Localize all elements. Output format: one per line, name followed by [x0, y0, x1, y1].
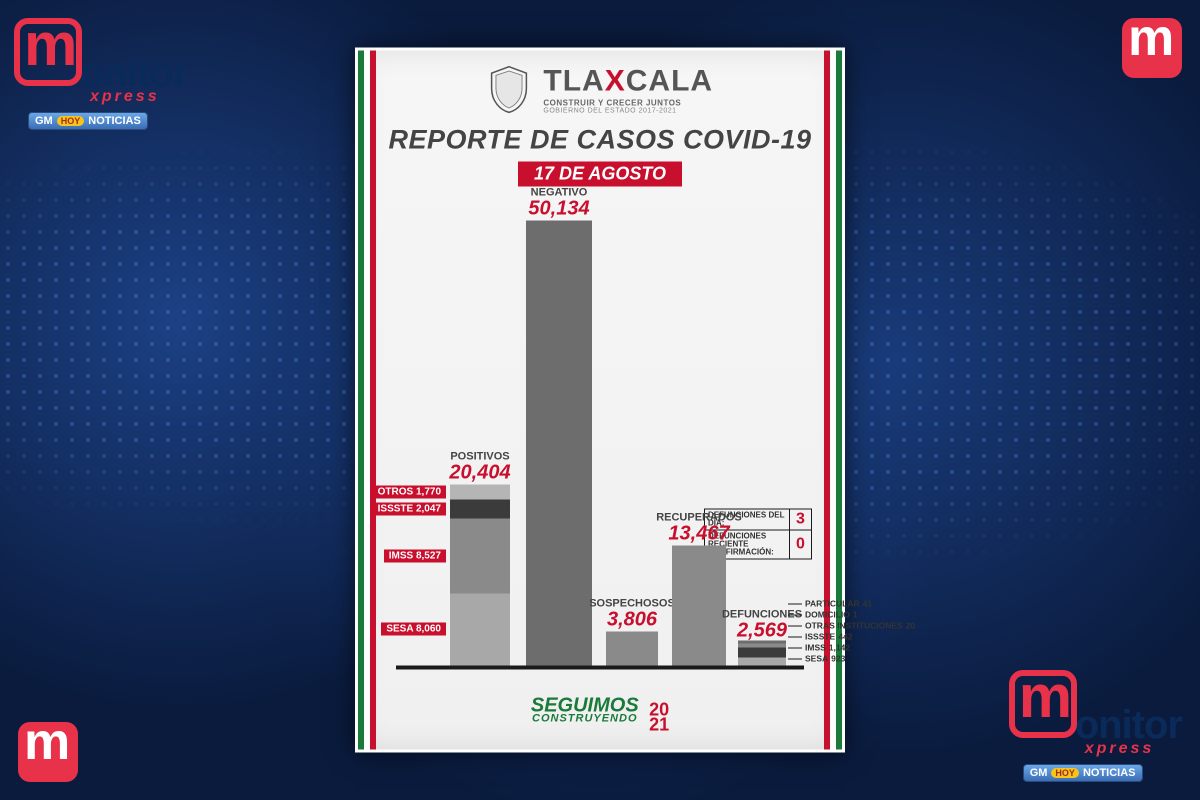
state-name: TLAXCALA	[543, 65, 713, 99]
brand-m-icon	[14, 18, 82, 86]
breakdown-value: 41	[863, 599, 872, 609]
brand-logo-bottom-right: onitor xpress GM HOY NOTICIAS	[1013, 670, 1182, 782]
brand-logo-top-right	[1122, 18, 1182, 78]
footer-year-bot: 21	[649, 717, 669, 731]
brand-logo-top-left: onitor xpress GM HOY NOTICIAS	[18, 18, 187, 130]
breakdown-label: OTRAS INSTITUCIONES	[805, 621, 903, 631]
defunciones-breakdown-row: PARTICULAR 41	[788, 599, 915, 609]
breakdown-label: IMSS	[805, 643, 826, 653]
hoy-text: HOY	[57, 116, 85, 126]
card-footer: SEGUIMOS CONSTRUYENDO 20 21	[358, 696, 842, 731]
report-card: TLAXCALA CONSTRUIR Y CRECER JUNTOS GOBIE…	[355, 48, 845, 753]
chart-x-axis	[396, 666, 804, 670]
bar-value-sospechosos: 3,806	[582, 609, 682, 632]
footer-year: 20 21	[649, 703, 669, 732]
bar-defunciones	[738, 643, 786, 666]
brand-subtitle: xpress	[90, 88, 160, 106]
brand-m-icon	[1122, 18, 1182, 78]
segment-label-otros: OTROS 1,770	[373, 485, 446, 498]
leader-tick	[788, 647, 802, 648]
breakdown-value: 1	[853, 610, 858, 620]
state-tagline-1: CONSTRUIR Y CRECER JUNTOS	[543, 99, 713, 108]
bar-segment-otros: OTROS 1,770	[450, 484, 510, 500]
noticias-text: NOTICIAS	[1083, 767, 1136, 779]
state-brand: TLAXCALA CONSTRUIR Y CRECER JUNTOS GOBIE…	[543, 65, 713, 115]
defunciones-breakdown-row: DOMICILIO 1	[788, 610, 915, 620]
bar-recuperados	[672, 546, 726, 666]
covid-bar-chart: DEFUNCIONES DEL DÍA: 3 DEFUNCIONES RECIE…	[396, 209, 804, 670]
coat-of-arms-icon	[487, 65, 531, 115]
segment-label-sesa: SESA 8,060	[381, 623, 446, 636]
brand-m-icon	[1009, 670, 1077, 738]
bar-segment-imss: IMSS 8,527	[450, 518, 510, 594]
brand-subtitle: xpress	[1085, 740, 1155, 758]
defunciones-breakdown-row: ISSSTE 442	[788, 632, 915, 642]
breakdown-value: 442	[838, 632, 852, 642]
bar-segment-imss	[738, 647, 786, 657]
breakdown-label: PARTICULAR	[805, 599, 860, 609]
gm-text: GM	[1030, 767, 1048, 779]
hoy-text: HOY	[1051, 768, 1079, 778]
defunciones-breakdown-row: SESA 923	[788, 654, 915, 664]
leader-tick	[788, 658, 802, 659]
defunciones-breakdown-row: IMSS 1,142	[788, 643, 915, 653]
footer-line2: CONSTRUYENDO	[531, 714, 639, 724]
bar-segment-sesa	[738, 657, 786, 665]
bar-value-negativo: 50,134	[509, 197, 609, 220]
bar-value-positivos: 20,404	[430, 461, 530, 484]
breakdown-label: SESA	[805, 654, 828, 664]
gm-noticias-badge: GM HOY NOTICIAS	[28, 112, 148, 130]
state-tagline-2: GOBIERNO DEL ESTADO 2017-2021	[543, 108, 713, 115]
breakdown-label: DOMICILIO	[805, 610, 850, 620]
footer-slogan: SEGUIMOS CONSTRUYENDO	[531, 696, 639, 724]
bar-positivos: SESA 8,060IMSS 8,527ISSSTE 2,047OTROS 1,…	[450, 484, 510, 665]
breakdown-value: 20	[906, 621, 915, 631]
segment-label-imss: IMSS 8,527	[384, 549, 446, 562]
defunciones-breakdown-row: OTRAS INSTITUCIONES 20	[788, 621, 915, 631]
bar-value-recuperados: 13,467	[649, 523, 749, 546]
gm-text: GM	[35, 115, 53, 127]
brand-logo-bottom-left	[18, 722, 78, 782]
breakdown-value: 923	[831, 654, 845, 664]
state-name-pre: TLA	[543, 65, 604, 98]
bar-segment-issste: ISSSTE 2,047	[450, 500, 510, 518]
flag-stripe-left	[358, 51, 376, 750]
leader-tick	[788, 603, 802, 604]
breakdown-label: ISSSTE	[805, 632, 835, 642]
state-name-x: X	[605, 65, 626, 98]
leader-tick	[788, 614, 802, 615]
state-name-post: CALA	[626, 65, 713, 98]
brand-m-icon	[18, 722, 78, 782]
breakdown-value: 1,142	[829, 643, 850, 653]
leader-tick	[788, 636, 802, 637]
brand-wordmark: onitor	[14, 18, 187, 96]
noticias-text: NOTICIAS	[88, 115, 141, 127]
report-title: REPORTE DE CASOS COVID-19	[358, 125, 842, 156]
brand-wordmark: onitor	[1009, 670, 1182, 748]
gm-noticias-badge: GM HOY NOTICIAS	[1023, 764, 1143, 782]
leader-tick	[788, 625, 802, 626]
defunciones-reciente-value: 0	[789, 531, 811, 559]
card-header: TLAXCALA CONSTRUIR Y CRECER JUNTOS GOBIE…	[358, 51, 842, 187]
bar-sospechosos	[606, 632, 658, 666]
bar-segment-issste	[738, 643, 786, 647]
segment-label-issste: ISSSTE 2,047	[373, 502, 446, 515]
defunciones-dia-value: 3	[789, 510, 811, 530]
bar-segment-sesa: SESA 8,060	[450, 594, 510, 666]
defunciones-breakdown: PARTICULAR 41DOMICILIO 1OTRAS INSTITUCIO…	[788, 598, 915, 670]
report-date: 17 DE AGOSTO	[518, 162, 682, 187]
